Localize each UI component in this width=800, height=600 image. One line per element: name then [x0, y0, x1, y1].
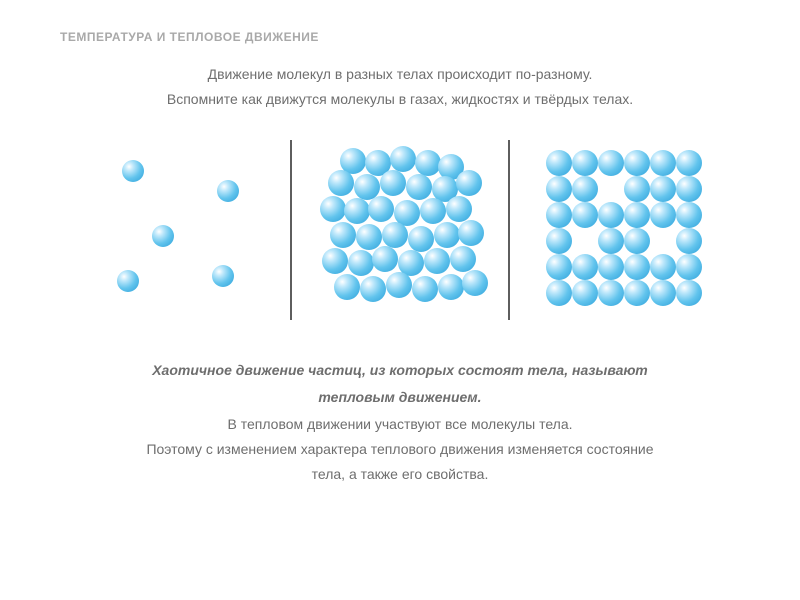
molecule-icon: [546, 176, 572, 202]
molecule-icon: [424, 248, 450, 274]
molecule-icon: [598, 254, 624, 280]
molecule-icon: [415, 150, 441, 176]
molecule-icon: [546, 202, 572, 228]
molecule-icon: [624, 280, 650, 306]
molecule-icon: [382, 222, 408, 248]
intro-line-2: Вспомните как движутся молекулы в газах,…: [60, 89, 740, 110]
states-diagram: [60, 140, 740, 320]
emphasis-line-1: Хаотичное движение частиц, из которых со…: [60, 360, 740, 381]
molecule-icon: [328, 170, 354, 196]
molecule-icon: [117, 270, 139, 292]
molecule-icon: [650, 202, 676, 228]
molecule-icon: [650, 280, 676, 306]
molecule-icon: [434, 222, 460, 248]
molecule-icon: [330, 222, 356, 248]
molecule-icon: [650, 176, 676, 202]
molecule-icon: [572, 176, 598, 202]
molecule-icon: [408, 226, 434, 252]
molecule-icon: [406, 174, 432, 200]
molecule-icon: [598, 280, 624, 306]
molecule-icon: [598, 150, 624, 176]
molecule-icon: [458, 220, 484, 246]
molecule-icon: [438, 274, 464, 300]
molecule-icon: [420, 198, 446, 224]
body-line-3: тела, а также его свойства.: [60, 464, 740, 485]
molecule-icon: [386, 272, 412, 298]
molecule-icon: [356, 224, 382, 250]
molecule-icon: [450, 246, 476, 272]
section-title: ТЕМПЕРАТУРА И ТЕПЛОВОЕ ДВИЖЕНИЕ: [60, 30, 740, 44]
molecule-icon: [546, 150, 572, 176]
molecule-icon: [412, 276, 438, 302]
molecule-icon: [462, 270, 488, 296]
molecule-icon: [676, 254, 702, 280]
molecule-icon: [546, 228, 572, 254]
molecule-icon: [212, 265, 234, 287]
molecule-icon: [320, 196, 346, 222]
molecule-icon: [446, 196, 472, 222]
molecule-icon: [217, 180, 239, 202]
molecule-icon: [344, 198, 370, 224]
molecule-icon: [676, 228, 702, 254]
body-line-1: В тепловом движении участвуют все молеку…: [60, 414, 740, 435]
molecule-icon: [624, 254, 650, 280]
molecule-icon: [676, 150, 702, 176]
molecule-icon: [546, 280, 572, 306]
molecule-icon: [546, 254, 572, 280]
molecule-icon: [152, 225, 174, 247]
solid-panel: [528, 140, 708, 320]
panel-divider: [508, 140, 510, 320]
molecule-icon: [650, 150, 676, 176]
molecule-icon: [360, 276, 386, 302]
molecule-icon: [572, 202, 598, 228]
molecule-icon: [598, 228, 624, 254]
molecule-icon: [676, 202, 702, 228]
molecule-icon: [348, 250, 374, 276]
intro-line-1: Движение молекул в разных телах происход…: [60, 64, 740, 85]
molecule-icon: [676, 176, 702, 202]
molecule-icon: [322, 248, 348, 274]
molecule-icon: [624, 202, 650, 228]
molecule-icon: [572, 254, 598, 280]
body-line-2: Поэтому с изменением характера теплового…: [60, 439, 740, 460]
molecule-icon: [624, 228, 650, 254]
molecule-icon: [380, 170, 406, 196]
molecule-icon: [650, 254, 676, 280]
molecule-icon: [624, 150, 650, 176]
molecule-icon: [456, 170, 482, 196]
molecule-icon: [390, 146, 416, 172]
molecule-icon: [598, 202, 624, 228]
molecule-icon: [368, 196, 394, 222]
panel-divider: [290, 140, 292, 320]
molecule-icon: [334, 274, 360, 300]
molecule-icon: [572, 280, 598, 306]
gas-panel: [92, 140, 272, 320]
liquid-panel: [310, 140, 490, 320]
molecule-icon: [676, 280, 702, 306]
molecule-icon: [624, 176, 650, 202]
molecule-icon: [122, 160, 144, 182]
emphasis-line-2: тепловым движением.: [60, 387, 740, 408]
molecule-icon: [572, 150, 598, 176]
molecule-icon: [372, 246, 398, 272]
